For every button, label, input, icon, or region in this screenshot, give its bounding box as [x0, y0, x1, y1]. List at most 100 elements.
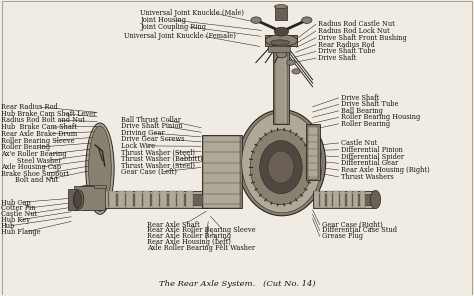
- Text: Drive Gear Screws: Drive Gear Screws: [121, 136, 185, 144]
- Ellipse shape: [251, 17, 261, 23]
- Ellipse shape: [287, 60, 295, 65]
- Ellipse shape: [260, 141, 302, 194]
- Text: Universal Joint Knuckle (Female): Universal Joint Knuckle (Female): [124, 32, 236, 40]
- Text: Driving Gear: Driving Gear: [121, 129, 165, 137]
- Text: Ball Thrust Collar: Ball Thrust Collar: [121, 116, 181, 124]
- Bar: [340, 191, 345, 208]
- Bar: [109, 191, 116, 208]
- Ellipse shape: [268, 46, 289, 52]
- Bar: [203, 136, 240, 207]
- Ellipse shape: [72, 185, 105, 210]
- Bar: [74, 194, 209, 205]
- Bar: [307, 124, 319, 180]
- Text: Hub Key: Hub Key: [0, 216, 30, 224]
- Text: Radius Rod Bolt and Nut: Radius Rod Bolt and Nut: [0, 116, 85, 124]
- Bar: [160, 191, 167, 208]
- Text: Thrust Washer (Babbitt): Thrust Washer (Babbitt): [121, 155, 203, 163]
- Bar: [346, 191, 352, 208]
- Bar: [314, 191, 319, 208]
- Text: Hub Cap: Hub Cap: [0, 199, 30, 207]
- Text: Rear Axle Housing (Left): Rear Axle Housing (Left): [147, 238, 231, 246]
- Bar: [118, 191, 125, 208]
- Bar: [320, 191, 325, 208]
- Text: Hub  Brake Cam Shaft: Hub Brake Cam Shaft: [0, 123, 77, 131]
- Bar: [84, 191, 91, 208]
- Text: The Rear Axle System.   (Cut No. 14): The Rear Axle System. (Cut No. 14): [159, 280, 315, 288]
- Text: Drive Shaft: Drive Shaft: [318, 54, 356, 62]
- Text: Ball Bearing: Ball Bearing: [341, 107, 383, 115]
- Text: Gear Case (Right): Gear Case (Right): [322, 221, 383, 229]
- Text: Roller Bearing: Roller Bearing: [341, 120, 390, 128]
- Ellipse shape: [274, 27, 289, 36]
- Bar: [135, 191, 142, 208]
- Text: Hub Brake Cam Shaft Lever: Hub Brake Cam Shaft Lever: [0, 110, 96, 118]
- Text: Hub Flange: Hub Flange: [0, 228, 40, 236]
- Text: Drive Shaft Pinion: Drive Shaft Pinion: [121, 123, 183, 131]
- Ellipse shape: [250, 130, 312, 205]
- Ellipse shape: [238, 110, 326, 216]
- Bar: [353, 191, 358, 208]
- Text: Cotter Pin: Cotter Pin: [0, 205, 35, 213]
- Text: Differential Pinion: Differential Pinion: [341, 146, 403, 154]
- Bar: [101, 191, 108, 208]
- Text: Rear Axle Roller Bearing Sleeve: Rear Axle Roller Bearing Sleeve: [147, 226, 256, 234]
- Bar: [94, 185, 106, 188]
- Ellipse shape: [271, 40, 290, 45]
- Text: Joint Housing: Joint Housing: [140, 16, 186, 24]
- Text: Rear Radius Rod: Rear Radius Rod: [0, 103, 57, 111]
- Bar: [360, 191, 365, 208]
- Text: Thrust Washer (Steel): Thrust Washer (Steel): [121, 161, 195, 169]
- Text: Radius Rod Castle Nut: Radius Rod Castle Nut: [318, 20, 395, 28]
- Text: Axle Roller Bearing Felt Washer: Axle Roller Bearing Felt Washer: [147, 244, 255, 252]
- Ellipse shape: [73, 190, 84, 209]
- Bar: [127, 191, 133, 208]
- Bar: [265, 35, 298, 46]
- Text: Rear Axle Shaft: Rear Axle Shaft: [147, 221, 200, 229]
- Bar: [92, 191, 99, 208]
- Text: Differential Spider: Differential Spider: [341, 152, 404, 160]
- Text: Bolt and Nut: Bolt and Nut: [15, 176, 58, 184]
- Ellipse shape: [242, 113, 322, 213]
- Ellipse shape: [74, 192, 82, 208]
- Bar: [152, 191, 158, 208]
- Text: Castle Nut: Castle Nut: [341, 139, 377, 147]
- Text: Drive Shaft: Drive Shaft: [341, 94, 379, 102]
- Bar: [169, 191, 175, 208]
- Bar: [275, 7, 287, 20]
- Bar: [333, 191, 338, 208]
- Text: Brake Shoe Support: Brake Shoe Support: [0, 170, 69, 178]
- Bar: [308, 126, 318, 179]
- Text: Radius Rod Lock Nut: Radius Rod Lock Nut: [318, 27, 390, 35]
- Ellipse shape: [265, 35, 298, 46]
- Text: Rear Radius Rod: Rear Radius Rod: [318, 41, 375, 49]
- Bar: [201, 135, 242, 208]
- Text: Hub: Hub: [0, 222, 15, 230]
- Bar: [275, 46, 287, 123]
- Text: Castle Nut: Castle Nut: [0, 210, 37, 218]
- Bar: [74, 186, 105, 210]
- Text: Thrust Washers: Thrust Washers: [341, 173, 393, 181]
- Ellipse shape: [89, 126, 111, 211]
- Text: Steel Washer: Steel Washer: [17, 157, 62, 165]
- Text: Rear Axle Roller Bearing: Rear Axle Roller Bearing: [147, 232, 231, 240]
- Ellipse shape: [301, 17, 312, 23]
- Text: Ax'e Roller Bearing: Ax'e Roller Bearing: [0, 150, 66, 158]
- Bar: [313, 194, 374, 205]
- Bar: [313, 191, 374, 208]
- Text: Roller Bearing Housing: Roller Bearing Housing: [341, 113, 420, 121]
- Ellipse shape: [274, 4, 288, 9]
- Bar: [327, 191, 332, 208]
- Bar: [177, 191, 184, 208]
- Ellipse shape: [276, 52, 287, 58]
- Text: Roller Bearing Sleeve: Roller Bearing Sleeve: [0, 137, 74, 145]
- Bar: [68, 189, 77, 210]
- Text: Lock Wire: Lock Wire: [121, 142, 155, 150]
- Text: Universal Joint Knuckle (Male): Universal Joint Knuckle (Male): [140, 9, 244, 17]
- Ellipse shape: [370, 190, 381, 209]
- Text: Drive Shaft Tube: Drive Shaft Tube: [341, 100, 399, 108]
- Text: Differential Gear: Differential Gear: [341, 159, 398, 167]
- Text: Rear Axle Brake Drum: Rear Axle Brake Drum: [0, 130, 77, 138]
- Text: Differential Case Stud: Differential Case Stud: [322, 226, 397, 234]
- Text: Thrust Washer (Steel): Thrust Washer (Steel): [121, 148, 195, 156]
- Text: Rear Axle Housing (Right): Rear Axle Housing (Right): [341, 166, 430, 174]
